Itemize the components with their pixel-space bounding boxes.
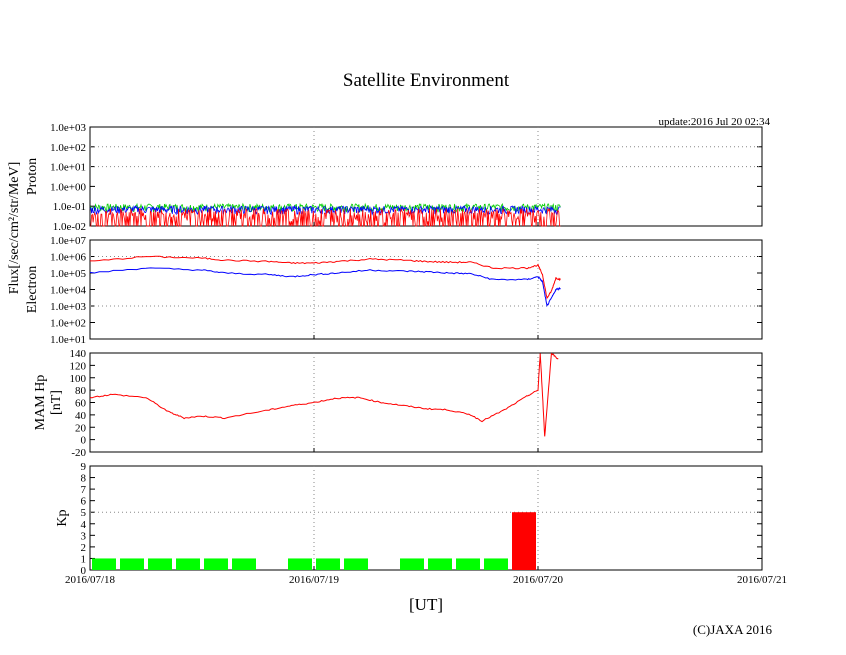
kp-bar (148, 558, 172, 570)
y-tick-label: 6 (81, 496, 87, 508)
y-tick-label: 1.0e+04 (50, 285, 86, 297)
y-tick-label: 1.0e+03 (50, 122, 86, 134)
electron-series (89, 267, 561, 308)
y-tick-label: 2 (81, 542, 87, 554)
plot-layer: 1.0e-02 1.0e-01 1.0e+00 1.0e+01 1.0e+02 1.0e+… (25, 122, 787, 586)
y-tick-label: 9 (81, 461, 87, 473)
kp-bar (92, 558, 116, 570)
y-tick-label: 3 (81, 530, 87, 542)
y-tick-label: 60 (75, 398, 87, 410)
kp-bar (232, 558, 256, 570)
x-tick-label: 2016/07/18 (65, 574, 116, 586)
y-tick-label: 8 (81, 473, 87, 485)
kp-bar (288, 558, 312, 570)
flux-axis-label: Flux[/sec/cm²/str/MeV] (7, 162, 22, 295)
kp-bar (344, 558, 368, 570)
panel-ylabel: MAM Hp (33, 375, 48, 431)
y-tick-label: 120 (70, 360, 87, 372)
kp-bar-storm (512, 512, 536, 570)
y-tick-label: 5 (81, 507, 87, 519)
y-tick-label: 1.0e+01 (50, 162, 86, 174)
panel-frame (89, 239, 763, 340)
y-tick-label: 1 (81, 553, 87, 565)
kp-bar (456, 558, 480, 570)
y-tick-label: 1.0e+01 (50, 334, 86, 346)
panel-ylabel: Kp (55, 509, 70, 526)
copyright: (C)JAXA 2016 (693, 622, 773, 637)
update-timestamp: update:2016 Jul 20 02:34 (658, 116, 770, 128)
y-tick-label: 4 (81, 519, 87, 531)
y-tick-label: 100 (70, 373, 87, 385)
y-tick-label: 1.0e-02 (53, 221, 86, 233)
x-tick-label: 2016/07/19 (289, 574, 340, 586)
kp-bar (120, 558, 144, 570)
chart-title: Satellite Environment (343, 70, 510, 91)
y-tick-label: 80 (75, 385, 87, 397)
kp-bar (204, 558, 228, 570)
y-tick-label: 1.0e+02 (50, 142, 86, 154)
y-tick-label: 0 (81, 435, 87, 447)
x-axis-label: [UT] (409, 595, 443, 614)
kp-bar (176, 558, 200, 570)
y-tick-label: 1.0e+02 (50, 318, 86, 330)
mam-hp-series (89, 352, 559, 437)
panel-ylabel: Proton (25, 158, 40, 195)
panel-ylabel: Electron (25, 266, 40, 313)
y-tick-label: 40 (75, 410, 87, 422)
y-tick-label: 1.0e+03 (50, 301, 86, 313)
kp-bar (484, 558, 508, 570)
panel-frame (89, 352, 763, 453)
y-tick-label: 1.0e-01 (53, 201, 86, 213)
y-tick-label: -20 (71, 447, 86, 459)
y-tick-label: 1.0e+06 (50, 252, 86, 264)
y-tick-label: 140 (70, 348, 87, 360)
proton-series (89, 204, 561, 216)
electron-series (90, 255, 561, 300)
y-tick-label: 1.0e+07 (50, 235, 86, 247)
kp-bar (316, 558, 340, 570)
y-tick-label: 0 (81, 565, 87, 577)
y-tick-label: 20 (75, 422, 87, 434)
panel-ylabel-unit: [nT] (49, 390, 64, 415)
x-tick-label: 2016/07/20 (513, 574, 564, 586)
proton-series (90, 207, 561, 227)
kp-bar (400, 558, 424, 570)
y-tick-label: 7 (81, 484, 87, 496)
y-tick-label: 1.0e+05 (50, 268, 86, 280)
x-tick-label: 2016/07/21 (737, 574, 787, 586)
kp-bar (428, 558, 452, 570)
panel-frame (89, 465, 763, 571)
y-tick-label: 1.0e+00 (50, 181, 86, 193)
